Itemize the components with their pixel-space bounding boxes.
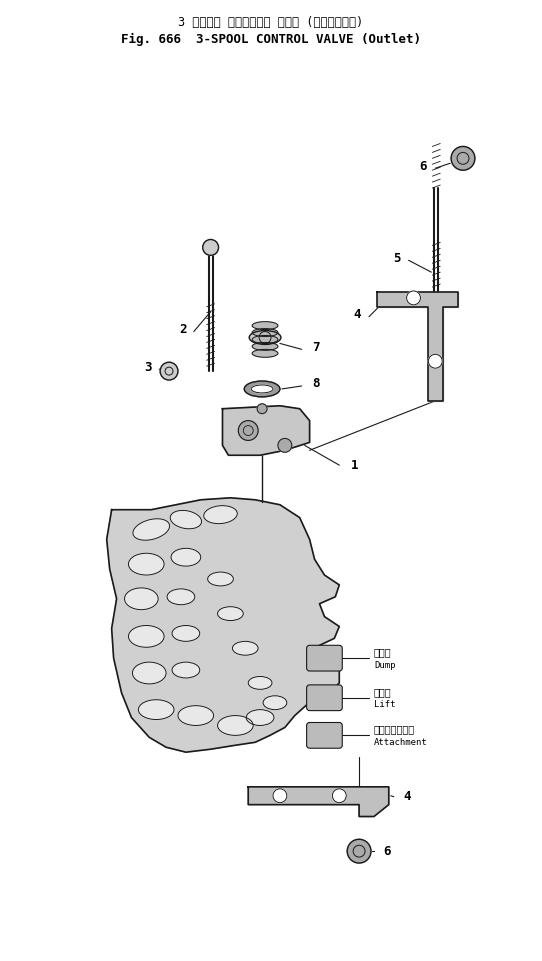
Text: 2: 2 xyxy=(179,323,186,336)
Text: Lift: Lift xyxy=(374,701,396,709)
Ellipse shape xyxy=(128,554,164,575)
Ellipse shape xyxy=(249,331,281,344)
Ellipse shape xyxy=(138,700,174,720)
Text: 6: 6 xyxy=(420,160,427,173)
Ellipse shape xyxy=(217,606,243,621)
Ellipse shape xyxy=(132,662,166,684)
Polygon shape xyxy=(248,787,389,817)
Text: 1: 1 xyxy=(351,458,359,472)
Text: 7: 7 xyxy=(313,341,320,354)
Text: 4: 4 xyxy=(404,790,411,803)
Ellipse shape xyxy=(252,350,278,357)
Ellipse shape xyxy=(178,705,214,726)
Text: Dump: Dump xyxy=(374,660,396,670)
Polygon shape xyxy=(223,406,309,456)
Ellipse shape xyxy=(204,505,237,524)
Ellipse shape xyxy=(133,519,170,540)
Ellipse shape xyxy=(244,381,280,397)
Circle shape xyxy=(203,239,218,256)
Polygon shape xyxy=(377,292,458,401)
Text: 5: 5 xyxy=(393,252,401,265)
Ellipse shape xyxy=(167,589,195,604)
Ellipse shape xyxy=(233,641,258,655)
Text: 8: 8 xyxy=(313,378,320,390)
Text: リフト: リフト xyxy=(374,687,391,697)
Text: 3 スプール コントロール バルブ (アウトレット): 3 スプール コントロール バルブ (アウトレット) xyxy=(178,16,364,29)
FancyBboxPatch shape xyxy=(307,685,342,710)
Circle shape xyxy=(332,789,346,802)
Circle shape xyxy=(347,839,371,863)
Ellipse shape xyxy=(172,626,200,641)
Text: ダンプ: ダンプ xyxy=(374,647,391,657)
FancyBboxPatch shape xyxy=(307,723,342,749)
Text: 3: 3 xyxy=(145,360,152,374)
Circle shape xyxy=(257,404,267,413)
Ellipse shape xyxy=(252,322,278,330)
Text: Fig. 666  3-SPOOL CONTROL VALVE (Outlet): Fig. 666 3-SPOOL CONTROL VALVE (Outlet) xyxy=(121,33,421,46)
Circle shape xyxy=(451,146,475,170)
Circle shape xyxy=(273,789,287,802)
Ellipse shape xyxy=(251,385,273,393)
Ellipse shape xyxy=(252,329,278,336)
FancyBboxPatch shape xyxy=(307,645,342,671)
Ellipse shape xyxy=(217,716,253,735)
Polygon shape xyxy=(107,498,339,752)
Text: アタッチメント: アタッチメント xyxy=(374,725,415,734)
Circle shape xyxy=(406,291,421,305)
Ellipse shape xyxy=(263,696,287,709)
Ellipse shape xyxy=(252,335,278,343)
Circle shape xyxy=(428,355,442,368)
Ellipse shape xyxy=(172,662,200,678)
Text: Attachment: Attachment xyxy=(374,738,428,747)
Circle shape xyxy=(278,438,292,453)
Ellipse shape xyxy=(171,549,201,566)
Circle shape xyxy=(160,362,178,380)
Ellipse shape xyxy=(248,677,272,689)
Ellipse shape xyxy=(252,342,278,351)
Circle shape xyxy=(238,421,258,440)
Text: 4: 4 xyxy=(353,308,361,321)
Ellipse shape xyxy=(170,510,202,529)
Text: 6: 6 xyxy=(383,845,390,857)
Ellipse shape xyxy=(246,709,274,726)
Ellipse shape xyxy=(208,572,234,586)
Ellipse shape xyxy=(125,588,158,609)
Ellipse shape xyxy=(128,626,164,648)
